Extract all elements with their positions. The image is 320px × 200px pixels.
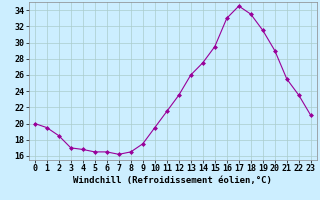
X-axis label: Windchill (Refroidissement éolien,°C): Windchill (Refroidissement éolien,°C) (73, 176, 272, 185)
